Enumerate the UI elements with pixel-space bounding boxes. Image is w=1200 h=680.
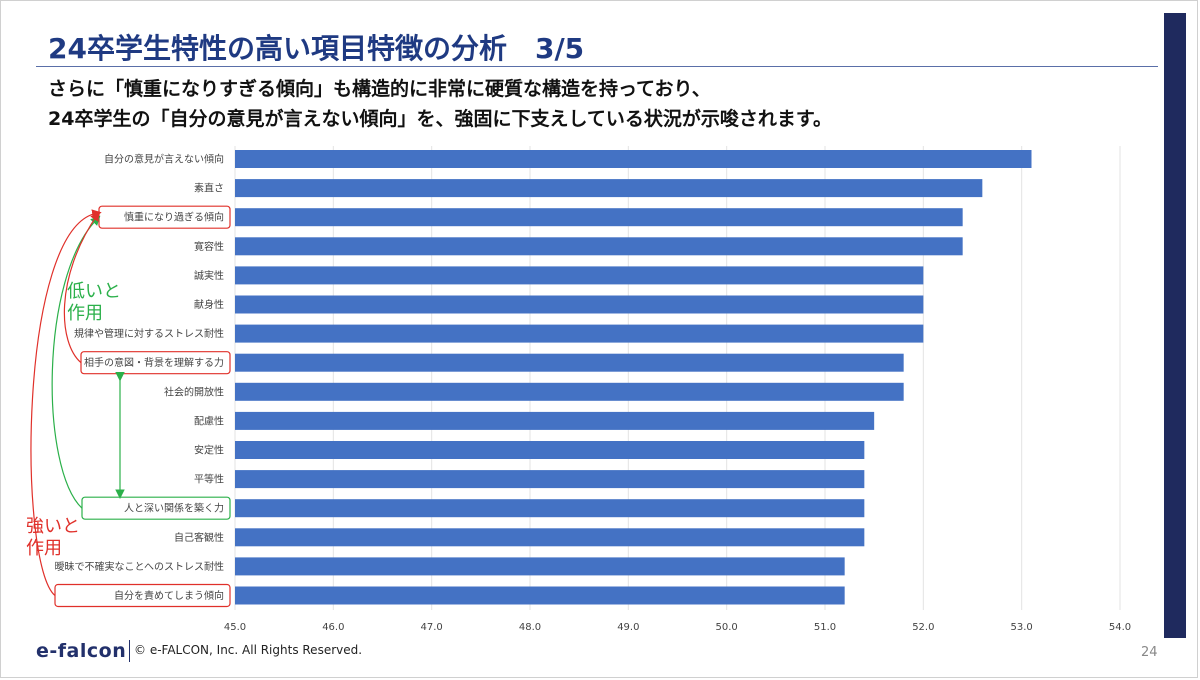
- category-label: 素直さ: [194, 182, 224, 195]
- right-accent-bar: [1164, 13, 1186, 638]
- bar: [235, 557, 845, 576]
- bar: [235, 411, 875, 430]
- x-tick-label: 46.0: [322, 622, 344, 633]
- x-tick-label: 49.0: [617, 622, 639, 633]
- bar: [235, 441, 865, 459]
- category-label: 献身性: [194, 298, 224, 311]
- x-tick-label: 48.0: [519, 622, 541, 633]
- x-tick-label: 51.0: [814, 622, 836, 633]
- category-label: 自分の意見が言えない傾向: [104, 153, 224, 166]
- red-note-line-1: 強いと: [26, 516, 80, 537]
- category-label: 社会的開放性: [164, 385, 224, 398]
- subtitle-line-1: さらに「慎重になりすぎる傾向」も構造的に非常に硬質な構造を持っており、: [48, 78, 711, 100]
- red-curve-arrow-outer: [30, 209, 102, 596]
- x-tick-label: 45.0: [224, 622, 246, 633]
- category-label: 自己客観性: [174, 531, 224, 544]
- slide-title: 24卒学生特性の高い項目特徴の分析 3/5: [48, 32, 585, 65]
- footer-logo: e-falcon: [36, 640, 127, 662]
- footer-separator: [129, 640, 130, 662]
- bar: [235, 179, 983, 198]
- category-label: 配慮性: [194, 414, 224, 427]
- category-label: 曖昧で不確実なことへのストレス耐性: [55, 560, 225, 573]
- bar: [235, 324, 924, 343]
- x-tick-label: 54.0: [1109, 622, 1131, 633]
- bar: [235, 499, 865, 518]
- category-label: 慎重になり過ぎる傾向: [124, 211, 224, 224]
- footer-copyright: © e-FALCON, Inc. All Rights Reserved.: [134, 643, 363, 657]
- bar: [235, 353, 904, 372]
- subtitle-line-2: 24卒学生の「自分の意見が言えない傾向」を、強固に下支えしている状況が示唆されま…: [48, 108, 832, 130]
- category-label: 平等性: [194, 473, 224, 486]
- green-curve-arrow: [51, 215, 101, 509]
- x-tick-label: 50.0: [716, 622, 738, 633]
- title-divider: [36, 66, 1158, 67]
- category-label: 寛容性: [194, 240, 224, 253]
- page-number: 24: [1141, 645, 1158, 660]
- category-label: 誠実性: [194, 269, 224, 282]
- x-tick-label: 52.0: [912, 622, 934, 633]
- bar: [235, 295, 924, 314]
- bar: [235, 237, 963, 256]
- bar: [235, 150, 1032, 168]
- bar: [235, 208, 963, 227]
- bar: [235, 586, 845, 605]
- bar: [235, 266, 924, 285]
- red-curve-arrow-inner: [63, 211, 100, 364]
- category-label: 自分を責めてしまう傾向: [114, 589, 224, 602]
- red-note-line-2: 作用: [26, 538, 62, 559]
- bar: [235, 382, 904, 401]
- red-note: 強いと 作用: [26, 516, 80, 560]
- green-note-line-1: 低いと: [67, 281, 121, 302]
- category-label: 規律や管理に対するストレス耐性: [74, 327, 224, 340]
- green-note: 低いと 作用: [67, 281, 121, 325]
- bar: [235, 470, 865, 489]
- bar: [235, 528, 865, 547]
- category-label: 人と深い関係を築く力: [124, 502, 224, 515]
- x-tick-label: 53.0: [1011, 622, 1033, 633]
- category-label: 安定性: [194, 444, 224, 457]
- green-note-line-2: 作用: [67, 303, 103, 324]
- category-label: 相手の意図・背景を理解する力: [84, 356, 224, 369]
- x-tick-label: 47.0: [421, 622, 443, 633]
